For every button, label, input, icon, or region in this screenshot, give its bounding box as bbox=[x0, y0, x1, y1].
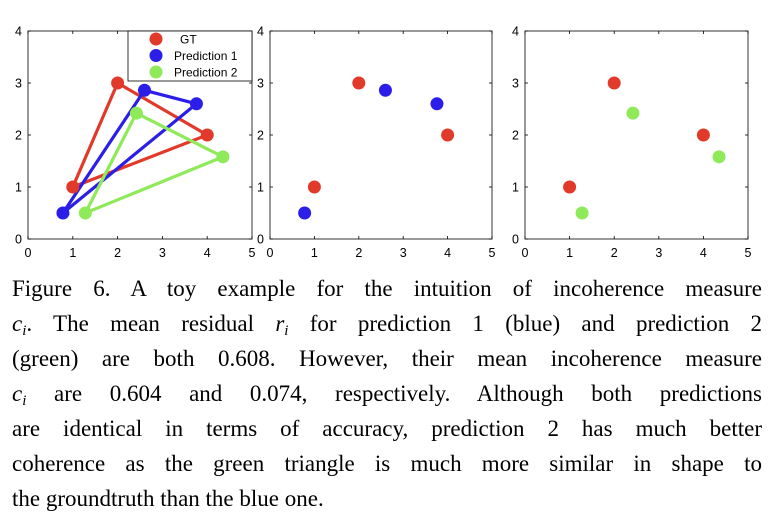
x-tick-label: 5 bbox=[249, 246, 256, 260]
y-tick-label: 3 bbox=[257, 77, 264, 91]
legend-label: Prediction 1 bbox=[174, 49, 238, 63]
plot-panel-right: 0 1 2 3 4 5 0 1 2 3 4 bbox=[512, 25, 751, 261]
gt-triangle bbox=[71, 81, 209, 189]
x-tick-label: 1 bbox=[311, 246, 318, 260]
x-tick-label: 4 bbox=[700, 246, 707, 260]
legend-marker-prediction-2 bbox=[149, 65, 163, 79]
legend-label: Prediction 2 bbox=[174, 66, 238, 80]
axes-box bbox=[524, 30, 749, 240]
legend-box bbox=[127, 30, 253, 82]
caption-line: ci. The mean residual ri for prediction … bbox=[12, 306, 762, 341]
prediction-2-point bbox=[712, 150, 726, 164]
prediction-1-point bbox=[189, 97, 203, 111]
prediction-1-point bbox=[137, 83, 151, 97]
plot-panel-middle: 0 1 2 3 4 5 0 1 2 3 4 bbox=[257, 25, 495, 261]
gt-point bbox=[607, 76, 621, 90]
x-tick-label: 5 bbox=[745, 246, 752, 260]
gt-point bbox=[66, 180, 80, 194]
caption-line: coherence as the green triangle is much … bbox=[12, 446, 762, 481]
caption-text: are identical in terms of accuracy, pred… bbox=[12, 416, 762, 441]
x-tick-label: 0 bbox=[25, 246, 32, 260]
x-tick-label: 0 bbox=[522, 246, 529, 260]
gt-point bbox=[352, 76, 366, 90]
y-tick-label: 0 bbox=[15, 233, 22, 247]
x-tick-label: 3 bbox=[655, 246, 662, 260]
legend-label: GT bbox=[180, 33, 197, 47]
caption-text: coherence as the green triangle is much … bbox=[12, 451, 762, 476]
caption-line: the groundtruth than the blue one. bbox=[12, 481, 762, 516]
prediction-1-point bbox=[378, 83, 392, 97]
caption-text: the groundtruth than the blue one. bbox=[12, 486, 324, 511]
prediction-2-point bbox=[129, 106, 143, 120]
x-tick-label: 2 bbox=[114, 246, 121, 260]
math-symbol: i bbox=[284, 323, 289, 339]
y-tick-label: 3 bbox=[512, 77, 519, 91]
caption-text: for prediction 1 (blue) and prediction 2 bbox=[288, 311, 762, 336]
caption-text: Figure 6. A toy example for the intuitio… bbox=[12, 276, 762, 301]
prediction-2-triangle bbox=[83, 111, 225, 215]
prediction-1-point bbox=[298, 206, 312, 220]
caption-line: (green) are both 0.608. However, their m… bbox=[12, 341, 762, 376]
prediction-2-point bbox=[575, 206, 589, 220]
prediction-1-triangle bbox=[61, 88, 199, 215]
y-tick-label: 0 bbox=[512, 233, 519, 247]
caption-line: ci are 0.604 and 0.074, respectively. Al… bbox=[12, 376, 762, 411]
prediction-1-point bbox=[430, 97, 444, 111]
prediction-2-point bbox=[78, 206, 92, 220]
x-tick-label: 2 bbox=[611, 246, 618, 260]
y-tick-label: 4 bbox=[512, 25, 519, 39]
prediction-2-point bbox=[216, 150, 230, 164]
gt-point bbox=[441, 128, 455, 142]
y-tick-label: 1 bbox=[15, 181, 22, 195]
x-tick-label: 1 bbox=[566, 246, 573, 260]
legend: GT Prediction 1 Prediction 2 bbox=[127, 30, 253, 82]
x-tick-label: 0 bbox=[267, 246, 274, 260]
prediction-2-point bbox=[626, 106, 640, 120]
y-tick-label: 2 bbox=[15, 129, 22, 143]
y-tick-label: 2 bbox=[257, 129, 264, 143]
y-tick-label: 0 bbox=[257, 233, 264, 247]
plot-panel-left: 0 1 2 3 4 5 0 1 2 3 4 GT Prediction 1 Prediction 2 bbox=[15, 25, 255, 261]
y-tick-label: 1 bbox=[512, 181, 519, 195]
gt-point bbox=[200, 128, 214, 142]
caption-line: are identical in terms of accuracy, pred… bbox=[12, 411, 762, 446]
gt-point bbox=[563, 180, 577, 194]
math-symbol: c bbox=[12, 311, 23, 336]
math-symbol: c bbox=[12, 381, 23, 406]
x-tick-label: 4 bbox=[444, 246, 451, 260]
legend-marker-prediction-1 bbox=[149, 49, 163, 62]
gt-point bbox=[111, 76, 125, 90]
caption-text: are 0.604 and 0.074, respectively. Altho… bbox=[26, 381, 762, 406]
caption-text: . The mean residual bbox=[26, 311, 276, 336]
y-tick-label: 2 bbox=[512, 129, 519, 143]
y-tick-label: 4 bbox=[257, 25, 264, 39]
x-tick-label: 3 bbox=[159, 246, 166, 260]
legend-marker-gt bbox=[149, 32, 163, 46]
gt-point bbox=[307, 180, 321, 194]
math-symbol: r bbox=[275, 311, 285, 336]
math-symbol: i bbox=[22, 323, 27, 339]
prediction-1-point bbox=[56, 206, 70, 220]
y-tick-label: 4 bbox=[15, 25, 22, 39]
x-tick-label: 2 bbox=[355, 246, 362, 260]
x-tick-label: 1 bbox=[69, 246, 76, 260]
caption-line: Figure 6. A toy example for the intuitio… bbox=[12, 271, 762, 306]
caption-text: (green) are both 0.608. However, their m… bbox=[12, 346, 762, 371]
y-tick-label: 1 bbox=[257, 181, 264, 195]
gt-point bbox=[696, 128, 710, 142]
x-tick-label: 5 bbox=[489, 246, 496, 260]
x-tick-label: 4 bbox=[204, 246, 211, 260]
y-tick-label: 3 bbox=[15, 77, 22, 91]
figure-caption: Figure 6. A toy example for the intuitio… bbox=[12, 271, 762, 516]
math-symbol: i bbox=[22, 393, 27, 409]
x-tick-label: 3 bbox=[400, 246, 407, 260]
